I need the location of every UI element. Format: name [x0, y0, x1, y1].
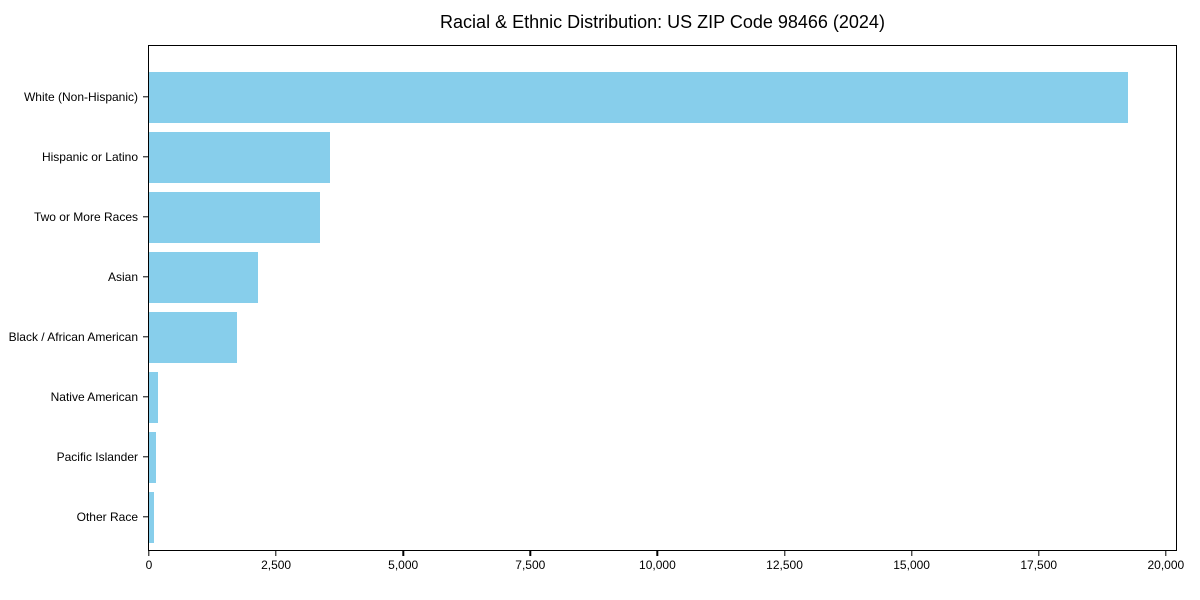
y-axis-tick-mark — [143, 336, 148, 338]
y-axis-label-black-african-american: Black / African American — [8, 330, 138, 344]
y-axis-tick-mark — [143, 156, 148, 158]
x-axis-tick-mark — [783, 551, 786, 556]
y-axis-tick-mark — [143, 516, 148, 518]
x-axis-label-2500: 2,500 — [261, 558, 292, 572]
y-axis-tick-mark — [143, 216, 148, 218]
x-axis-label-15000: 15,000 — [893, 558, 930, 572]
x-axis-tick-mark — [402, 551, 404, 556]
plot-area: White (Non-Hispanic) Hispanic or Latino Tw… — [9, 45, 1184, 571]
chart-title: Racial & Ethnic Distribution: US ZIP Cod… — [440, 12, 885, 32]
x-axis-label-7500: 7,500 — [515, 558, 546, 572]
bar-hispanic-or-latino — [149, 131, 330, 183]
bar-asian — [149, 251, 258, 303]
y-axis-label-two-or-more-races: Two or More Races — [33, 210, 138, 224]
bar-black-african-american — [149, 311, 237, 363]
x-axis-label-5000: 5,000 — [388, 558, 419, 572]
y-axis-label-pacific-islander: Pacific Islander — [56, 450, 138, 464]
y-axis-tick-mark — [143, 456, 148, 458]
bar-two-or-more-races — [149, 191, 321, 243]
y-axis-label-white-non-hispanic: White (Non-Hispanic) — [23, 90, 138, 104]
x-axis-tick-mark — [1038, 551, 1040, 556]
bar-pacific-islander — [149, 431, 157, 483]
x-axis-tick-mark — [148, 551, 150, 556]
x-axis-tick-mark — [910, 551, 913, 556]
y-axis-tick-mark — [143, 276, 148, 278]
x-axis-tick-mark — [275, 551, 277, 556]
bar-native-american — [149, 371, 158, 423]
x-axis-label-12500: 12,500 — [766, 558, 803, 572]
x-axis-label-0: 0 — [145, 558, 153, 572]
y-axis-label-asian: Asian — [107, 270, 138, 284]
y-axis-label-hispanic-or-latino: Hispanic or Latino — [41, 150, 138, 164]
x-axis-tick-mark — [529, 551, 532, 556]
y-axis-tick-mark — [143, 96, 148, 98]
x-axis-label-20000: 20,000 — [1147, 558, 1185, 572]
y-axis-label-native-american: Native American — [50, 390, 138, 404]
y-axis-tick-mark — [143, 396, 148, 398]
bar-other-race — [149, 491, 154, 543]
x-axis-label-10000: 10,000 — [639, 558, 676, 572]
bar-white-non-hispanic — [149, 71, 1128, 123]
x-axis-tick-mark — [1165, 551, 1167, 556]
x-axis-tick-mark — [656, 551, 659, 556]
y-axis-label-other-race: Other Race — [76, 510, 138, 524]
x-axis-label-17500: 17,500 — [1020, 558, 1058, 572]
